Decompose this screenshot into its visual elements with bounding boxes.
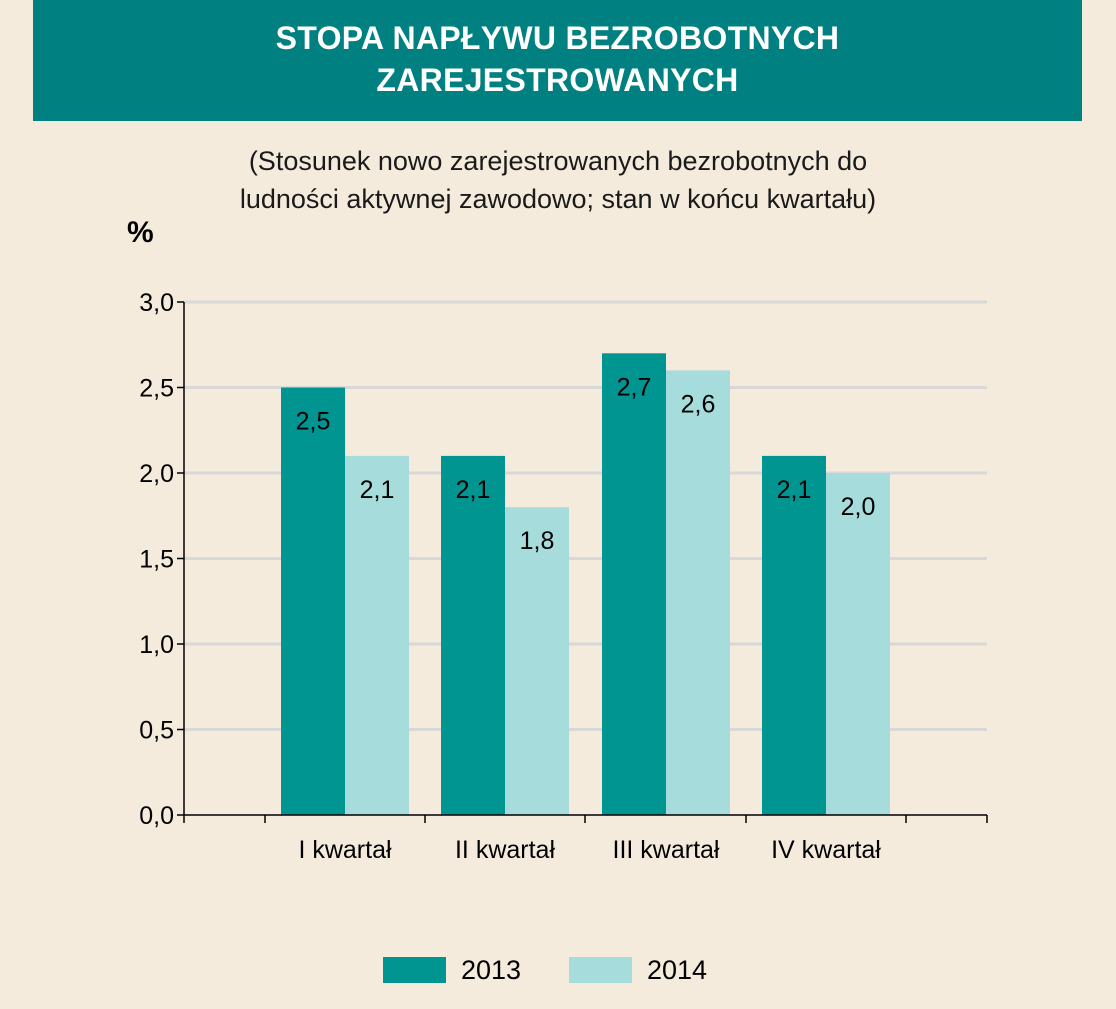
bar-2013-2 bbox=[602, 353, 666, 815]
y-tick-label-2: 1,0 bbox=[139, 631, 174, 659]
data-label-2014-3: 2,0 bbox=[841, 493, 876, 521]
y-tick-label-5: 2,5 bbox=[139, 375, 174, 403]
y-tick-label-0: 0,0 bbox=[139, 802, 174, 830]
x-tick-label-1: II kwartał bbox=[455, 836, 555, 864]
data-label-2014-2: 2,6 bbox=[681, 390, 716, 418]
y-axis-unit-label: % bbox=[127, 216, 154, 249]
bar-chart: 0,0 0,5 1,0 1,5 2,0 2,5 3,0 I kwartał II kwartał… bbox=[139, 289, 988, 864]
bar-2013-1 bbox=[441, 455, 505, 815]
data-label-2013-2: 2,7 bbox=[617, 373, 652, 401]
x-tick-label-0: I kwartał bbox=[298, 836, 392, 864]
y-tick-label-6: 3,0 bbox=[139, 289, 174, 317]
chart-subtitle-line-1: (Stosunek nowo zarejestrowanych bezrobot… bbox=[248, 146, 868, 176]
bar-2014-2 bbox=[666, 370, 730, 815]
data-label-2014-1: 1,8 bbox=[520, 527, 555, 555]
y-tick-label-4: 2,0 bbox=[139, 460, 174, 488]
bar-2014-3 bbox=[826, 473, 890, 815]
data-label-2013-3: 2,1 bbox=[777, 476, 812, 504]
legend-swatch-2013 bbox=[383, 957, 446, 983]
y-tick-label-3: 1,5 bbox=[139, 546, 174, 574]
bar-2013-0 bbox=[281, 387, 345, 815]
legend-swatch-2014 bbox=[569, 957, 632, 983]
bar-2013-3 bbox=[762, 455, 826, 815]
legend-label-2014: 2014 bbox=[647, 955, 708, 985]
bar-2014-1 bbox=[505, 507, 569, 815]
data-label-2014-0: 2,1 bbox=[360, 476, 395, 504]
legend-item-2013: 2013 bbox=[383, 950, 543, 990]
y-tick-label-1: 0,5 bbox=[139, 717, 174, 745]
title-band: STOPA NAPŁYWU BEZROBOTNYCH ZAREJESTROWAN… bbox=[33, 0, 1082, 121]
data-label-2013-1: 2,1 bbox=[456, 476, 491, 504]
bar-2014-0 bbox=[345, 455, 409, 815]
x-tick-label-2: III kwartał bbox=[613, 836, 720, 864]
chart-title-line-2: ZAREJESTROWANYCH bbox=[376, 62, 739, 98]
chart-subtitle-line-2: ludności aktywnej zawodowo; stan w końcu… bbox=[239, 184, 877, 214]
chart-title-line-1: STOPA NAPŁYWU BEZROBOTNYCH bbox=[275, 20, 840, 56]
legend-label-2013: 2013 bbox=[461, 955, 522, 985]
data-label-2013-0: 2,5 bbox=[296, 408, 331, 436]
chart-legend: 2013 2014 bbox=[0, 950, 1116, 990]
x-tick-label-3: IV kwartał bbox=[771, 836, 881, 864]
legend-item-2014: 2014 bbox=[569, 950, 729, 990]
